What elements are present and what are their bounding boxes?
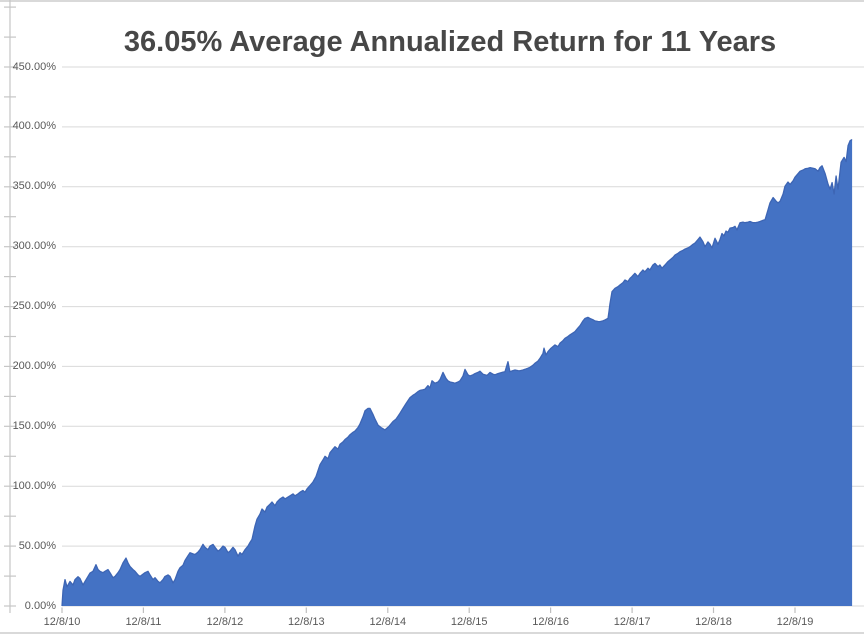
x-axis-label: 12/8/13 — [287, 616, 325, 628]
y-axis-label: 200.00% — [12, 359, 56, 372]
chart-bottom-border — [0, 632, 864, 634]
y-axis-label: 450.00% — [12, 60, 56, 73]
y-axis-label: 100.00% — [12, 479, 56, 492]
y-axis-label: 300.00% — [12, 240, 56, 253]
x-axis-label: 12/8/12 — [206, 616, 244, 628]
y-axis-label: 400.00% — [12, 120, 56, 133]
chart-title: 36.05% Average Annualized Return for 11 … — [123, 26, 777, 59]
x-axis-label: 12/8/16 — [532, 616, 569, 628]
x-axis-label: 12/8/10 — [43, 616, 81, 628]
area-series-edge — [61, 138, 853, 607]
area-series — [62, 139, 853, 606]
x-axis-label: 12/8/19 — [776, 616, 814, 628]
x-axis-label: 12/8/15 — [450, 616, 488, 628]
y-axis-label: 250.00% — [12, 300, 56, 313]
x-axis-label: 12/8/11 — [125, 616, 162, 628]
y-axis-label: 150.00% — [12, 419, 56, 432]
chart-top-border — [0, 0, 864, 2]
x-axis-label: 12/8/14 — [369, 616, 407, 628]
x-axis-label: 12/8/18 — [695, 616, 732, 628]
x-axis-label: 12/8/17 — [613, 616, 651, 628]
y-axis-label: 50.00% — [18, 539, 56, 552]
y-axis-label: 350.00% — [12, 180, 56, 193]
y-axis-label: 0.00% — [24, 599, 56, 612]
